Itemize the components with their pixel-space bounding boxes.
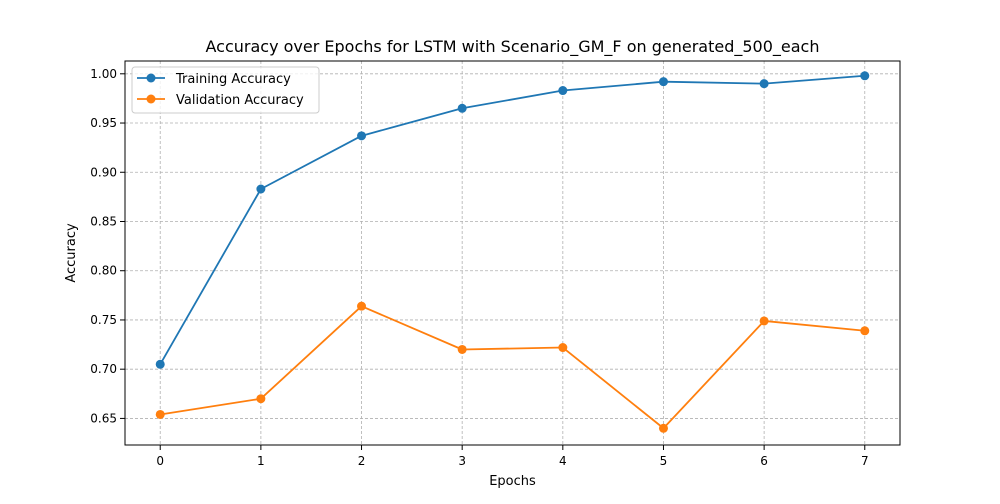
data-point — [457, 103, 467, 113]
data-point — [256, 394, 266, 404]
x-tick-label: 7 — [861, 454, 869, 468]
series-training-accuracy — [155, 71, 870, 369]
plot-area-frame — [124, 60, 901, 446]
y-tick-label: 0.70 — [90, 362, 117, 376]
grid-lines — [125, 61, 900, 445]
series-layer — [155, 71, 870, 433]
data-point — [558, 343, 568, 353]
legend-label: Training Accuracy — [175, 72, 291, 87]
x-tick-label: 4 — [559, 454, 567, 468]
legend-entry: Training Accuracy — [137, 72, 291, 87]
data-point — [558, 86, 568, 96]
y-tick-label: 0.90 — [90, 165, 117, 179]
data-point — [357, 301, 367, 311]
y-axis-label: Accuracy — [64, 223, 79, 283]
axis-ticks: 0 1 2 3 4 5 6 7 0.65 0.70 0.75 0.80 0.85 0.90 0.95 1.00 — [90, 67, 868, 468]
x-tick-label: 5 — [660, 454, 668, 468]
data-point — [155, 359, 165, 369]
chart-title: Accuracy over Epochs for LSTM with Scena… — [206, 37, 820, 57]
y-tick-label: 1.00 — [90, 67, 117, 81]
series-validation-accuracy — [155, 301, 870, 433]
legend-marker — [146, 73, 156, 83]
y-tick-label: 0.65 — [90, 411, 117, 425]
x-tick-label: 3 — [458, 454, 466, 468]
x-tick-label: 2 — [358, 454, 366, 468]
x-tick-label: 1 — [257, 454, 265, 468]
data-point — [860, 326, 870, 336]
data-point — [658, 423, 668, 433]
data-point — [256, 184, 266, 194]
legend-entries: Training Accuracy Validation Accuracy — [137, 72, 304, 108]
data-point — [658, 77, 668, 87]
data-point — [155, 409, 165, 419]
y-tick-label: 0.85 — [90, 214, 117, 228]
series-line — [159, 305, 866, 430]
y-tick-label: 0.80 — [90, 264, 117, 278]
legend-marker — [146, 94, 156, 104]
y-tick-label: 0.95 — [90, 116, 117, 130]
y-tick-label: 0.75 — [90, 313, 117, 327]
x-axis-label: Epochs — [489, 474, 536, 489]
legend: Training Accuracy Validation Accuracy — [131, 66, 320, 114]
data-point — [457, 344, 467, 354]
data-point — [759, 79, 769, 89]
data-point — [860, 71, 870, 81]
x-tick-label: 6 — [760, 454, 768, 468]
x-tick-label: 0 — [156, 454, 164, 468]
data-point — [357, 131, 367, 141]
legend-box — [131, 66, 320, 114]
series-line — [159, 74, 866, 366]
data-point — [759, 316, 769, 326]
legend-entry: Validation Accuracy — [137, 93, 304, 108]
legend-label: Validation Accuracy — [176, 93, 304, 108]
